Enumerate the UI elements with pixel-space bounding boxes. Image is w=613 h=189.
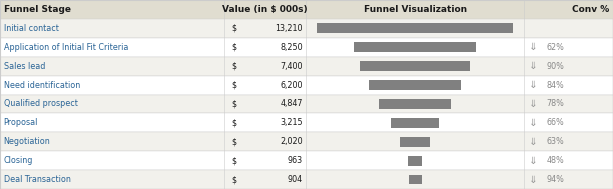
Bar	[0, 38, 613, 57]
Text: Conv %: Conv %	[572, 5, 609, 14]
Text: $: $	[231, 62, 236, 71]
Text: Value (in $ 000s): Value (in $ 000s)	[223, 5, 308, 14]
Text: 3,215: 3,215	[280, 118, 303, 127]
Text: Sales lead: Sales lead	[4, 62, 45, 71]
Text: ⇓: ⇓	[529, 137, 538, 147]
Text: Qualified prospect: Qualified prospect	[4, 99, 78, 108]
Text: 904: 904	[287, 175, 303, 184]
Bar	[379, 99, 451, 109]
Text: 8,250: 8,250	[280, 43, 303, 52]
Text: 48%: 48%	[546, 156, 564, 165]
Text: $: $	[231, 81, 236, 90]
Text: Initial contact: Initial contact	[4, 24, 59, 33]
Bar	[409, 175, 422, 184]
Text: Deal Transaction: Deal Transaction	[4, 175, 70, 184]
Text: ⇓: ⇓	[529, 175, 538, 184]
Text: Application of Initial Fit Criteria: Application of Initial Fit Criteria	[4, 43, 128, 52]
Text: $: $	[231, 156, 236, 165]
Text: 66%: 66%	[546, 118, 564, 127]
Text: 6,200: 6,200	[280, 81, 303, 90]
Text: ⇓: ⇓	[529, 42, 538, 52]
Bar	[400, 137, 430, 147]
Bar	[0, 19, 613, 38]
Bar	[0, 132, 613, 151]
Bar	[0, 0, 613, 19]
Text: Negotiation: Negotiation	[4, 137, 50, 146]
Bar	[0, 113, 613, 132]
Text: $: $	[231, 43, 236, 52]
Bar	[0, 94, 613, 113]
Text: Need identification: Need identification	[4, 81, 80, 90]
Text: 13,210: 13,210	[275, 24, 303, 33]
Bar	[408, 156, 422, 166]
Bar	[354, 42, 476, 52]
Text: 2,020: 2,020	[280, 137, 303, 146]
Text: $: $	[231, 175, 236, 184]
Text: 78%: 78%	[546, 99, 564, 108]
Text: 4,847: 4,847	[280, 99, 303, 108]
Text: ⇓: ⇓	[529, 80, 538, 90]
Text: 90%: 90%	[546, 62, 564, 71]
Text: 94%: 94%	[546, 175, 564, 184]
Text: ⇓: ⇓	[529, 118, 538, 128]
Text: ⇓: ⇓	[529, 99, 538, 109]
Text: ⇓: ⇓	[529, 61, 538, 71]
Bar	[0, 170, 613, 189]
Bar	[360, 61, 470, 71]
Bar	[318, 23, 513, 33]
Text: 84%: 84%	[546, 81, 564, 90]
Text: ⇓: ⇓	[529, 156, 538, 166]
Text: Closing: Closing	[4, 156, 33, 165]
Bar	[392, 118, 439, 128]
Text: $: $	[231, 137, 236, 146]
Bar	[370, 80, 461, 90]
Text: 963: 963	[287, 156, 303, 165]
Bar	[0, 57, 613, 76]
Text: $: $	[231, 24, 236, 33]
Text: $: $	[231, 118, 236, 127]
Bar	[0, 76, 613, 94]
Text: Proposal: Proposal	[4, 118, 38, 127]
Text: $: $	[231, 99, 236, 108]
Text: Funnel Visualization: Funnel Visualization	[364, 5, 467, 14]
Bar	[0, 151, 613, 170]
Text: 7,400: 7,400	[280, 62, 303, 71]
Text: Funnel Stage: Funnel Stage	[4, 5, 70, 14]
Text: 63%: 63%	[546, 137, 564, 146]
Text: 62%: 62%	[546, 43, 564, 52]
